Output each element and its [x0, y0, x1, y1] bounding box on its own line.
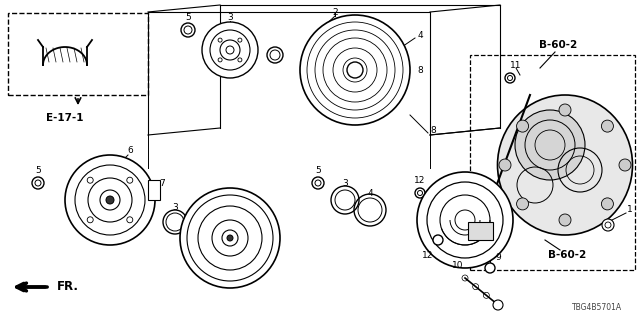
- Circle shape: [202, 22, 258, 78]
- Circle shape: [127, 217, 132, 223]
- Text: 4: 4: [367, 188, 373, 197]
- Text: 4: 4: [417, 30, 423, 39]
- Circle shape: [475, 227, 485, 237]
- Text: FR.: FR.: [57, 279, 79, 292]
- Circle shape: [602, 219, 614, 231]
- Circle shape: [312, 177, 324, 189]
- Circle shape: [559, 104, 571, 116]
- Bar: [148, 180, 160, 200]
- Circle shape: [218, 38, 222, 42]
- Circle shape: [485, 263, 495, 273]
- Circle shape: [180, 188, 280, 288]
- Bar: [8, 13, 148, 95]
- Text: E-17-1: E-17-1: [46, 113, 84, 123]
- Text: 5: 5: [35, 165, 41, 174]
- Circle shape: [300, 15, 410, 125]
- Circle shape: [440, 195, 490, 245]
- Circle shape: [493, 300, 503, 310]
- Circle shape: [619, 159, 631, 171]
- Text: 8: 8: [417, 66, 423, 75]
- Circle shape: [516, 198, 529, 210]
- Text: 5: 5: [315, 165, 321, 174]
- Circle shape: [516, 120, 529, 132]
- Text: TBG4B5701A: TBG4B5701A: [572, 303, 622, 313]
- Circle shape: [106, 196, 114, 204]
- Text: B-60-2: B-60-2: [548, 250, 586, 260]
- Text: 3: 3: [342, 179, 348, 188]
- Text: 5: 5: [185, 12, 191, 21]
- Text: 3: 3: [172, 203, 178, 212]
- Circle shape: [100, 190, 120, 210]
- Circle shape: [181, 23, 195, 37]
- Text: 6: 6: [127, 146, 133, 155]
- Circle shape: [415, 188, 425, 198]
- Text: 9: 9: [495, 253, 501, 262]
- Circle shape: [65, 155, 155, 245]
- Text: B-60-2: B-60-2: [539, 40, 577, 50]
- Circle shape: [87, 217, 93, 223]
- Circle shape: [499, 159, 511, 171]
- Circle shape: [417, 172, 513, 268]
- Circle shape: [515, 110, 585, 180]
- Text: 10: 10: [452, 260, 464, 269]
- Text: 7: 7: [159, 179, 165, 188]
- Circle shape: [227, 235, 233, 241]
- Bar: [468, 222, 493, 240]
- Text: 11: 11: [510, 60, 522, 69]
- Circle shape: [238, 58, 242, 62]
- Circle shape: [505, 73, 515, 83]
- Text: 3: 3: [227, 12, 233, 21]
- Bar: [470, 55, 635, 270]
- Circle shape: [87, 177, 93, 183]
- Circle shape: [32, 177, 44, 189]
- Text: 1: 1: [627, 205, 633, 214]
- Circle shape: [602, 198, 613, 210]
- Ellipse shape: [497, 95, 632, 235]
- Text: 8: 8: [430, 125, 436, 134]
- Text: 2: 2: [332, 7, 338, 17]
- Circle shape: [433, 235, 443, 245]
- Circle shape: [226, 46, 234, 54]
- Circle shape: [212, 220, 248, 256]
- Circle shape: [238, 38, 242, 42]
- Circle shape: [347, 62, 363, 78]
- Circle shape: [218, 58, 222, 62]
- Circle shape: [127, 177, 132, 183]
- Text: 12: 12: [414, 175, 426, 185]
- Circle shape: [559, 214, 571, 226]
- Text: 12: 12: [422, 251, 434, 260]
- Circle shape: [602, 120, 613, 132]
